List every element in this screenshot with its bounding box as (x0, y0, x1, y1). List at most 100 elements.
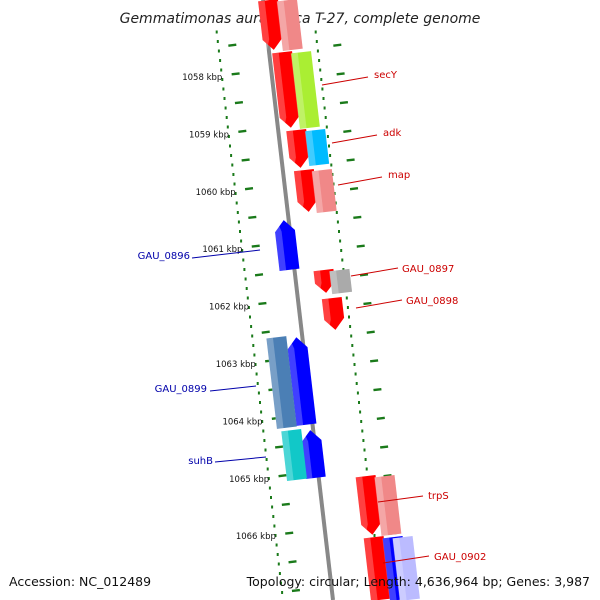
ruler-dot (325, 125, 328, 129)
ruler-dot (272, 515, 275, 518)
ruler-tick (373, 387, 382, 392)
ruler-label: 1062 kbp (209, 303, 249, 313)
ruler-tick (261, 330, 270, 334)
gene-label-connector (382, 555, 430, 564)
ruler-dot (316, 49, 319, 53)
ruler-dot (256, 382, 259, 385)
ruler-tick (254, 273, 264, 277)
ruler-dot (361, 429, 364, 433)
gene-label-connector (191, 249, 261, 259)
gene-arrow (293, 168, 318, 213)
genome-backbone (261, 0, 335, 600)
gene-arrow (321, 296, 345, 331)
ruler-dot (239, 230, 241, 233)
gene-label: map (388, 170, 410, 181)
ruler-dot (271, 505, 274, 509)
ruler-dot (267, 477, 270, 480)
cog-box (276, 0, 303, 52)
ruler-tick (234, 100, 244, 105)
ruler-dot (350, 334, 353, 338)
gene-label: suhB (188, 456, 213, 467)
ruler-dot (265, 458, 268, 461)
ruler-dot (356, 391, 359, 395)
ruler-dot (240, 239, 243, 243)
ruler-tick (251, 244, 260, 248)
ruler-dot (252, 344, 255, 347)
ruler-label: 1061 kbp (202, 245, 242, 255)
ruler-tick (244, 187, 254, 191)
ruler-dot (234, 192, 237, 195)
ruler-dot (221, 78, 224, 81)
ruler-dot (323, 106, 326, 110)
ruler-dot (321, 87, 324, 91)
ruler-tick (336, 72, 345, 76)
cog-box (265, 336, 297, 429)
ruler-tick (231, 72, 240, 76)
gene-label-connector (331, 134, 378, 144)
ruler-dot (247, 306, 250, 309)
ruler-dot (338, 230, 340, 233)
ruler-dot (342, 268, 345, 271)
ruler-tick (376, 416, 385, 420)
ruler-tick (343, 129, 352, 133)
ruler-dot (362, 439, 365, 442)
ruler-labels: 1058 kbp 1059 kbp 1060 kbp 1061 kbp 1062 kbp… (182, 73, 276, 542)
ruler-dot (246, 296, 249, 300)
gene-label: GAU_0898 (406, 296, 458, 307)
ruler-dot (339, 239, 342, 243)
gene-label: GAU_0899 (155, 384, 207, 395)
ruler-label: 1064 kbp (222, 417, 262, 427)
ruler-dot (351, 344, 354, 347)
ruler-dot (264, 448, 267, 452)
ruler-dots-left (215, 30, 284, 594)
ruler-dot (277, 562, 280, 566)
ruler-tick (353, 215, 362, 220)
ruler-dot (275, 543, 278, 547)
ruler-dot (346, 306, 349, 309)
ruler-tick (339, 100, 349, 105)
ruler-dot (360, 420, 363, 423)
ruler-tick (380, 445, 389, 449)
ruler-dot (259, 401, 261, 404)
ruler-dot (281, 591, 284, 594)
gene-arrow (287, 337, 317, 426)
ruler-tick (278, 474, 287, 478)
ruler-dot (322, 97, 325, 100)
ruler-dot (230, 154, 233, 157)
ruler-dot (217, 49, 220, 53)
ruler-dot (314, 30, 317, 34)
cog-box (311, 168, 337, 214)
gene-arrow (285, 128, 310, 169)
gene-arrow (274, 220, 300, 272)
ruler-dot (373, 534, 376, 537)
ruler-dot (253, 353, 256, 357)
ruler-tick (346, 158, 355, 162)
ruler-dot (268, 486, 271, 490)
ruler-tick (241, 158, 250, 162)
ruler-dot (345, 296, 348, 300)
ruler-label: 1059 kbp (189, 130, 229, 140)
gene-label: GAU_0897 (402, 264, 454, 275)
gene-label: GAU_0896 (138, 251, 190, 262)
ruler-dot (255, 372, 258, 376)
ruler-dot (219, 59, 222, 62)
ruler-dot (273, 524, 276, 528)
cog-box (290, 51, 320, 129)
cog-box (374, 475, 402, 537)
ruler-dot (250, 325, 253, 328)
ruler-dot (215, 30, 218, 34)
ruler-dot (352, 353, 355, 357)
ruler-dot (278, 572, 281, 575)
ruler-dot (225, 116, 228, 119)
ruler-dot (229, 144, 231, 148)
gene-label: trpS (428, 491, 449, 502)
ruler-dot (241, 249, 244, 252)
gene-label-connector (355, 299, 403, 309)
ruler-tick (370, 359, 379, 363)
gene-arrow (257, 0, 283, 51)
ruler-dot (355, 382, 358, 385)
ruler-dot (328, 144, 330, 148)
ruler-tick (349, 187, 359, 191)
gene-labels: secY adk map GAU_0896 GAU_0897 GAU_0898 GAU_08… (138, 70, 486, 564)
genome-summary: Topology: circular; Length: 4,636,964 bp… (246, 574, 590, 589)
